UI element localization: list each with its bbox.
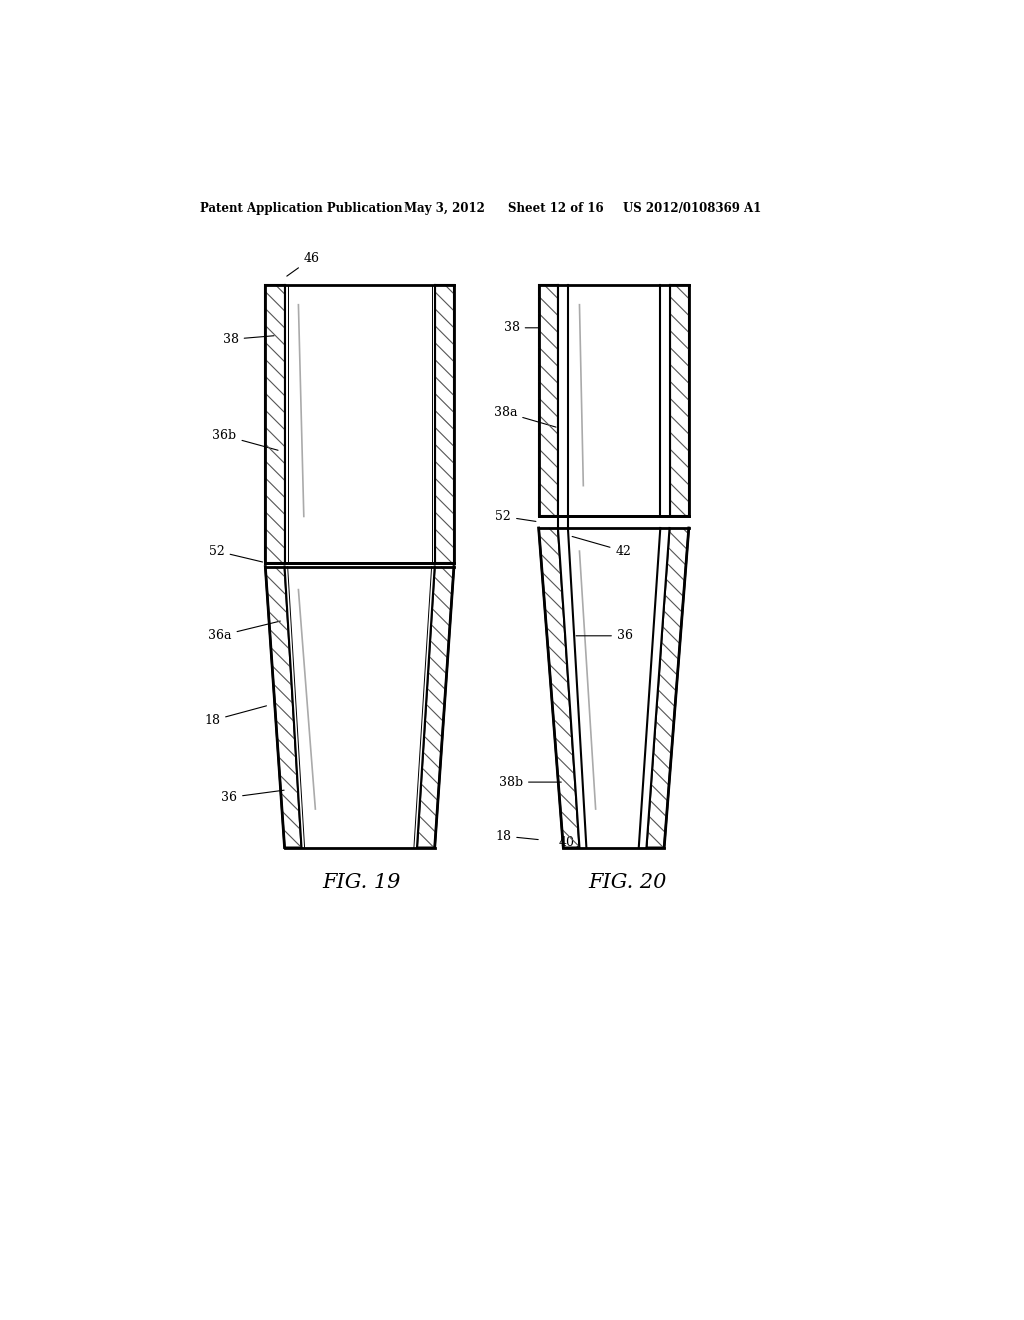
Text: 42: 42 — [572, 536, 632, 557]
Polygon shape — [435, 285, 454, 562]
Text: 40: 40 — [558, 836, 580, 849]
Text: Patent Application Publication: Patent Application Publication — [200, 202, 402, 215]
Text: 38: 38 — [222, 333, 274, 346]
Polygon shape — [417, 566, 454, 847]
Text: 18: 18 — [204, 706, 266, 727]
Polygon shape — [539, 285, 558, 516]
Text: FIG. 19: FIG. 19 — [323, 873, 400, 892]
Text: 36: 36 — [577, 630, 633, 643]
Text: FIG. 20: FIG. 20 — [588, 873, 667, 892]
Polygon shape — [285, 285, 435, 562]
Text: 38a: 38a — [494, 407, 556, 428]
Polygon shape — [539, 528, 580, 847]
Text: 52: 52 — [209, 545, 262, 562]
Text: 38b: 38b — [499, 776, 561, 788]
Polygon shape — [646, 528, 689, 847]
Text: Sheet 12 of 16: Sheet 12 of 16 — [508, 202, 603, 215]
Polygon shape — [265, 566, 301, 847]
Text: 36: 36 — [221, 791, 284, 804]
Polygon shape — [558, 285, 670, 516]
Text: 52: 52 — [496, 510, 536, 523]
Polygon shape — [670, 285, 689, 516]
Text: 36b: 36b — [212, 429, 279, 450]
Text: US 2012/0108369 A1: US 2012/0108369 A1 — [624, 202, 762, 215]
Text: May 3, 2012: May 3, 2012 — [403, 202, 484, 215]
Text: 36a: 36a — [208, 620, 281, 643]
Text: 38: 38 — [504, 321, 539, 334]
Polygon shape — [558, 528, 670, 847]
Polygon shape — [265, 285, 285, 562]
Polygon shape — [285, 566, 435, 847]
Text: 46: 46 — [287, 252, 319, 276]
Text: 18: 18 — [496, 829, 539, 842]
